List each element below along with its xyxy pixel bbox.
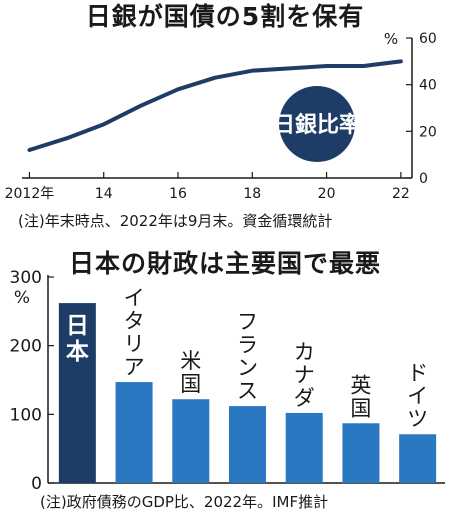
category-label: イ [407, 384, 428, 408]
category-label: リ [124, 332, 145, 356]
y-unit-label: % [14, 288, 30, 308]
category-label: 米 [180, 349, 201, 373]
category-label: ダ [294, 386, 315, 410]
bar [229, 406, 266, 483]
category-label: 日 [66, 313, 89, 339]
bar [172, 399, 210, 483]
series-badge-label: 日銀比率 [273, 112, 361, 138]
line-chart-svg: 0 20 40 60% 2012年 14 16 18 20 22 日銀比率 [5, 30, 437, 202]
category-label: イ [124, 286, 145, 310]
bar [342, 423, 380, 483]
x-tick-label: 16 [169, 186, 187, 202]
chart-title-boj-share: 日銀が国債の5割を保有 [85, 2, 365, 31]
category-label: カ [294, 340, 315, 364]
bar [399, 434, 437, 483]
category-label: 本 [66, 339, 89, 365]
y-tick-label: 100 [10, 405, 42, 425]
y-tick-label: 0 [31, 474, 42, 494]
x-tick-label: 18 [243, 186, 261, 202]
category-label: 国 [350, 396, 371, 420]
y-tick-label: 60 [419, 31, 437, 47]
category-label: ア [124, 355, 145, 379]
category-label: ド [407, 361, 428, 385]
series-badge [279, 86, 355, 162]
y-tick-label: 40 [419, 78, 437, 94]
chart-panel-boj-share: 日銀が国債の5割を保有 0 20 40 60% 2012年 14 16 18 20 22 日銀比率 … [0, 0, 450, 245]
bar [285, 412, 323, 483]
chart-title-debt-ratio: 日本の財政は主要国で最悪 [68, 249, 381, 278]
y-tick-label: 0 [419, 171, 428, 187]
y-unit-label: % [384, 30, 398, 48]
category-label: ス [237, 379, 258, 403]
category-label: フ [237, 310, 258, 334]
x-tick-label: 14 [95, 186, 113, 202]
chart-note-debt-ratio: (注)政府債務のGDP比、2022年。IMF推計 [40, 493, 329, 511]
category-label: 英 [350, 373, 371, 397]
category-label: タ [124, 309, 145, 333]
category-label: ラ [237, 333, 258, 357]
y-tick-label: 20 [419, 124, 437, 140]
category-label: 国 [180, 372, 201, 396]
x-tick-label: 22 [392, 186, 410, 202]
bar [115, 382, 153, 483]
y-tick-label: 200 [10, 337, 42, 357]
x-tick-label: 2012年 [5, 186, 55, 202]
category-label: ナ [294, 363, 315, 387]
chart-note-boj-share: (注)年末時点、2022年は9月末。資金循環統計 [18, 212, 333, 230]
bar-highlight [58, 303, 96, 483]
chart-panel-debt-ratio: 日本の財政は主要国で最悪 0 100 200 300% 日本イタリア米国フランスカナダ英… [0, 245, 450, 520]
category-label: ツ [407, 407, 428, 431]
x-tick-label: 20 [318, 186, 336, 202]
category-label: ン [237, 356, 258, 380]
y-tick-label: 300 [10, 268, 42, 288]
